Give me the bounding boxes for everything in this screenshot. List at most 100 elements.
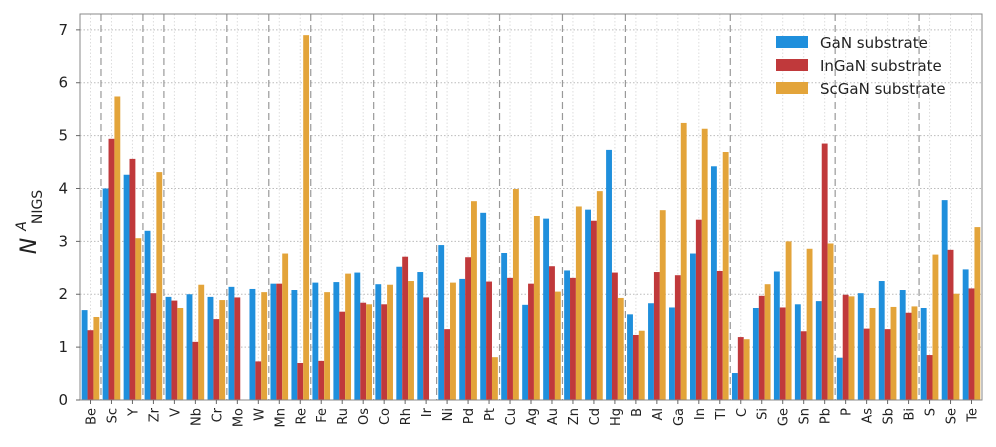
bar-zn-series-2 bbox=[570, 277, 576, 400]
x-tick-label: As bbox=[861, 408, 876, 424]
bar-as-series-1 bbox=[857, 293, 864, 400]
bar-be-series-3 bbox=[93, 316, 100, 400]
bar-fe-series-3 bbox=[324, 292, 331, 400]
bar-tl-series-1 bbox=[710, 166, 717, 400]
x-tick-label: Mn bbox=[273, 408, 288, 427]
bar-zr-series-1 bbox=[144, 230, 151, 400]
bar-in-series-2 bbox=[695, 219, 702, 400]
bar-cd-series-3 bbox=[596, 191, 603, 400]
bar-pt-series-2 bbox=[486, 281, 492, 400]
bar-au-series-3 bbox=[554, 291, 561, 400]
bar-co-series-3 bbox=[387, 284, 393, 400]
x-axis-ticks: Be Sc Y Zr V Nb Cr Mo W Mn Re Fe Ru Os Co Rh Ir Ni Pd Pt Cu A… bbox=[84, 400, 981, 427]
bar-sb-series-2 bbox=[884, 329, 891, 400]
legend-label: InGaN substrate bbox=[820, 57, 942, 75]
bar-as-series-3 bbox=[869, 307, 876, 400]
bar-te-series-1 bbox=[962, 269, 969, 400]
x-tick-label: Cd bbox=[588, 408, 603, 425]
x-tick-label: Fe bbox=[315, 408, 330, 423]
bar-rh-series-3 bbox=[408, 281, 414, 400]
bar-bi-series-1 bbox=[899, 290, 906, 400]
y-tick-label: 5 bbox=[58, 127, 68, 145]
legend-label: GaN substrate bbox=[820, 34, 928, 52]
bar-pt-series-1 bbox=[480, 212, 487, 400]
bar-in-series-1 bbox=[690, 253, 696, 400]
y-axis-label: N A NIGS bbox=[14, 190, 46, 254]
bar-ag-series-1 bbox=[522, 304, 529, 400]
bar-ni-series-1 bbox=[438, 245, 445, 400]
bar-sc-series-1 bbox=[102, 188, 109, 400]
x-tick-label: Bi bbox=[903, 408, 918, 421]
bar-ga-series-1 bbox=[669, 307, 675, 400]
x-tick-label: Ir bbox=[420, 407, 435, 417]
bar-zn-series-3 bbox=[575, 206, 582, 400]
bar-nb-series-3 bbox=[198, 284, 205, 400]
x-tick-label: Ru bbox=[336, 408, 351, 425]
bar-hg-series-1 bbox=[606, 149, 612, 400]
bar-w-series-1 bbox=[249, 288, 256, 400]
x-tick-label: Pb bbox=[819, 408, 834, 424]
x-tick-label: In bbox=[693, 408, 708, 420]
bar-cd-series-1 bbox=[585, 209, 591, 400]
bar-zn-series-1 bbox=[564, 270, 571, 400]
bar-os-series-1 bbox=[354, 272, 361, 400]
bar-se-series-3 bbox=[953, 293, 960, 400]
legend-swatch bbox=[776, 59, 808, 71]
bar-re-series-3 bbox=[303, 35, 310, 400]
y-tick-label: 0 bbox=[58, 391, 68, 409]
bar-bi-series-2 bbox=[905, 312, 912, 400]
bar-pd-series-2 bbox=[465, 257, 472, 400]
bar-be-series-1 bbox=[81, 310, 88, 400]
bar-ni-series-2 bbox=[444, 329, 451, 400]
bar-y-series-2 bbox=[129, 158, 136, 400]
bar-sn-series-3 bbox=[806, 248, 813, 400]
bar-ni-series-3 bbox=[450, 282, 456, 400]
x-tick-label: Mo bbox=[231, 408, 246, 427]
bar-w-series-2 bbox=[255, 361, 262, 400]
y-tick-label: 1 bbox=[58, 338, 68, 356]
bar-cu-series-2 bbox=[507, 277, 513, 400]
x-tick-label: Cu bbox=[504, 408, 519, 425]
y-tick-label: 2 bbox=[58, 285, 68, 303]
bar-ir-series-1 bbox=[417, 272, 424, 400]
bar-s-series-1 bbox=[920, 307, 927, 400]
x-tick-label: P bbox=[840, 408, 855, 416]
x-tick-label: B bbox=[630, 408, 645, 417]
bar-au-series-1 bbox=[543, 218, 550, 400]
bar-os-series-2 bbox=[360, 302, 367, 400]
bar-mo-series-2 bbox=[234, 297, 241, 400]
x-tick-label: Al bbox=[651, 408, 666, 421]
y-tick-label: 7 bbox=[58, 21, 68, 39]
bar-pd-series-3 bbox=[471, 201, 477, 400]
x-tick-label: Pd bbox=[462, 408, 477, 424]
bar-ag-series-3 bbox=[533, 215, 540, 400]
bar-si-series-2 bbox=[758, 295, 765, 400]
x-tick-label: V bbox=[168, 408, 183, 417]
x-tick-label: Ge bbox=[777, 408, 792, 426]
bar-c-series-1 bbox=[731, 373, 738, 400]
bar-mn-series-3 bbox=[282, 253, 289, 400]
legend-label: ScGaN substrate bbox=[820, 80, 946, 98]
bar-al-series-1 bbox=[648, 303, 654, 400]
x-tick-label: Ag bbox=[525, 408, 540, 425]
bar-zr-series-3 bbox=[156, 172, 163, 400]
x-tick-label: Zn bbox=[567, 408, 582, 425]
x-tick-label: Ga bbox=[672, 408, 687, 426]
bar-ag-series-2 bbox=[528, 283, 534, 400]
bar-ge-series-2 bbox=[779, 307, 786, 400]
bar-re-series-2 bbox=[297, 362, 304, 400]
bar-bi-series-3 bbox=[911, 306, 918, 400]
x-tick-label: Sc bbox=[105, 408, 120, 423]
x-tick-label: Sb bbox=[882, 408, 897, 425]
bar-hg-series-2 bbox=[611, 272, 618, 400]
bar-be-series-2 bbox=[87, 330, 94, 400]
bar-sc-series-2 bbox=[108, 138, 115, 400]
bar-c-series-3 bbox=[743, 339, 750, 400]
bar-ir-series-2 bbox=[423, 297, 430, 400]
y-axis-label-superscript: A bbox=[14, 221, 30, 232]
x-tick-label: Rh bbox=[399, 408, 414, 425]
bar-pb-series-2 bbox=[821, 143, 828, 400]
bar-sn-series-2 bbox=[800, 331, 807, 400]
bar-cu-series-1 bbox=[501, 253, 508, 400]
